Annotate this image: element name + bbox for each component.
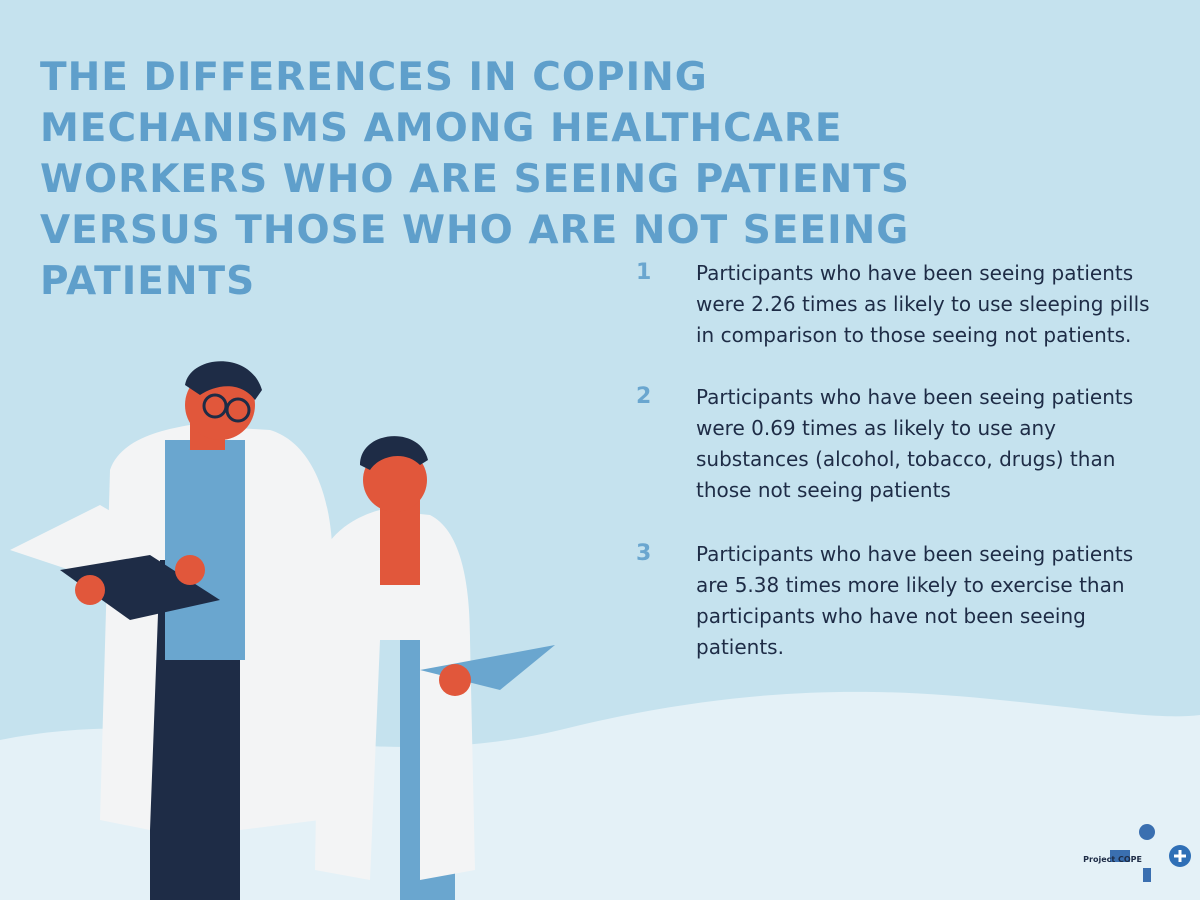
- finding-number: 2: [636, 384, 652, 409]
- finding: 1 Participants who have been seeing pati…: [630, 258, 1170, 351]
- finding-number: 1: [636, 260, 652, 285]
- finding-text: Participants who have been seeing patien…: [696, 542, 1134, 659]
- finding-text: Participants who have been seeing patien…: [696, 385, 1134, 502]
- finding: 3 Participants who have been seeing pati…: [630, 539, 1170, 663]
- finding-text: Participants who have been seeing patien…: [696, 261, 1150, 347]
- logo-text: Project COPE: [1083, 855, 1142, 864]
- title: THE DIFFERENCES IN COPING MECHANISMS AMO…: [40, 55, 910, 304]
- finding: 2 Participants who have been seeing pati…: [630, 382, 1170, 506]
- finding-number: 3: [636, 541, 652, 566]
